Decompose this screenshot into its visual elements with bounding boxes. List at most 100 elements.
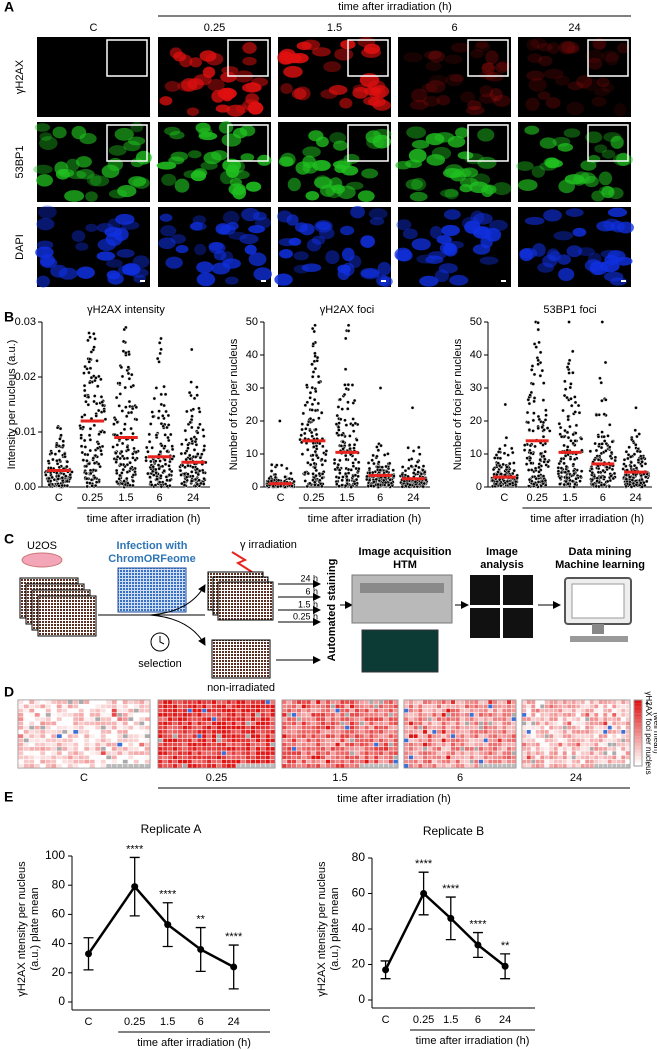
well (585, 704, 590, 709)
nucleus (566, 45, 580, 55)
dot (595, 479, 599, 483)
well (311, 751, 316, 755)
well (483, 721, 488, 726)
colorbar-step (634, 726, 642, 730)
well (349, 738, 355, 743)
well (128, 717, 134, 721)
well (607, 734, 612, 738)
well (450, 730, 456, 734)
nucleus (526, 38, 540, 51)
x-tick-label: 0.25 (413, 1014, 434, 1026)
well (478, 725, 484, 730)
well (197, 734, 202, 738)
dot (411, 471, 416, 475)
well (265, 759, 270, 764)
well (23, 764, 29, 768)
well (474, 721, 479, 726)
well (585, 708, 590, 713)
well (177, 704, 183, 709)
well (492, 708, 498, 713)
dot (131, 383, 136, 388)
nucleus (543, 209, 562, 222)
well (388, 713, 393, 717)
well (133, 704, 139, 709)
well (354, 704, 360, 709)
dot (562, 393, 567, 398)
well (330, 713, 335, 717)
well (144, 721, 150, 726)
nucleus (117, 185, 137, 198)
well (441, 717, 446, 721)
well (78, 747, 84, 751)
well (432, 742, 437, 747)
well (226, 725, 231, 730)
dot (335, 465, 340, 470)
well (450, 747, 456, 751)
nucleus (245, 181, 262, 192)
well (241, 734, 246, 738)
well (359, 713, 364, 717)
well (236, 717, 241, 721)
well (296, 759, 302, 764)
dot (604, 398, 608, 402)
well (51, 713, 57, 717)
well (544, 734, 549, 738)
well (78, 708, 84, 713)
well (511, 725, 516, 730)
dot (131, 452, 135, 456)
dot (566, 417, 571, 422)
nucleus (409, 100, 429, 110)
dot (127, 352, 131, 357)
well (316, 725, 321, 730)
well (182, 742, 187, 747)
well (502, 708, 507, 713)
nucleus (35, 246, 54, 259)
well (18, 747, 24, 751)
nucleus (325, 250, 340, 265)
nucleus (576, 75, 593, 89)
well (393, 734, 398, 738)
nucleus (337, 185, 356, 199)
well (177, 734, 183, 738)
well (282, 734, 287, 738)
well (197, 704, 202, 709)
dot (571, 370, 575, 375)
dot (527, 401, 532, 406)
dot (422, 470, 427, 475)
nucleus (516, 161, 534, 171)
well (216, 747, 222, 751)
well (265, 742, 270, 747)
well (296, 764, 302, 768)
well (446, 721, 451, 726)
dot (124, 414, 129, 419)
well (78, 734, 84, 738)
well (287, 713, 292, 717)
well (432, 700, 437, 704)
dot (131, 479, 136, 483)
nucleus (423, 50, 442, 60)
well (139, 755, 145, 760)
dot (47, 483, 52, 487)
well (535, 700, 540, 704)
nucleus (607, 207, 628, 218)
well (404, 717, 409, 721)
dot (100, 403, 105, 408)
well (325, 738, 331, 743)
well (478, 700, 484, 704)
nucleus (408, 148, 427, 163)
well (144, 738, 150, 743)
nucleus (411, 238, 431, 251)
label: HTM (393, 559, 417, 571)
well (51, 700, 57, 704)
dot (50, 475, 54, 480)
dot (526, 420, 531, 425)
well (369, 700, 374, 704)
well (562, 734, 567, 738)
well (621, 717, 626, 721)
well (621, 725, 626, 730)
well (106, 747, 112, 751)
well (418, 755, 423, 760)
well (73, 730, 79, 734)
nucleus (222, 158, 242, 173)
well (502, 730, 507, 734)
